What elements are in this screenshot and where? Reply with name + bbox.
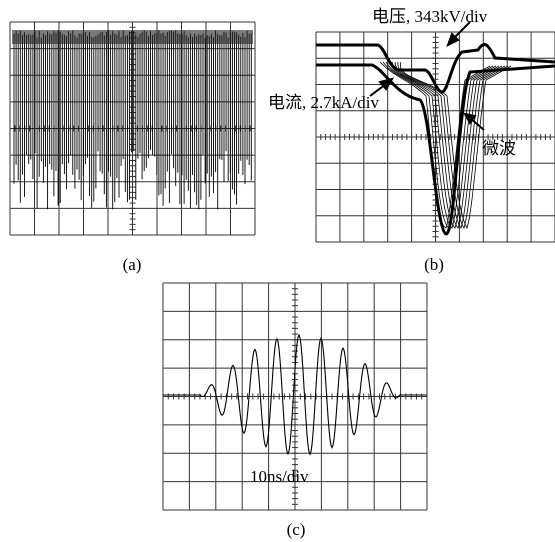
current-annotation: 电流, 2.7kA/div	[268, 93, 379, 112]
panel-label: (c)	[287, 520, 306, 539]
voltage-annotation: 电压, 343kV/div	[372, 7, 488, 26]
figure: (a) (b) (c) 电压, 343kV/div 电流, 2.7kA/div …	[0, 0, 555, 542]
microwave-annotation: 微波	[482, 139, 516, 158]
timebase-annotation: 10ns/div	[250, 467, 309, 486]
panel-label: (a)	[123, 255, 142, 274]
panel-label: (b)	[424, 255, 444, 274]
pulse-band	[12, 30, 253, 44]
